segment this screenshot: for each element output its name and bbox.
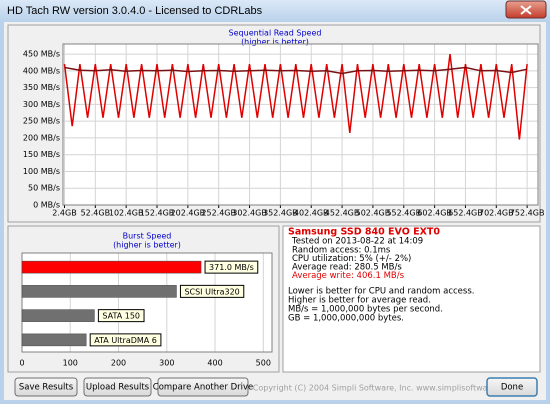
bar-label-box — [97, 309, 145, 323]
info-line: Random access: 0.1ms — [292, 246, 391, 256]
plot-border — [62, 43, 539, 206]
series-line — [63, 54, 528, 140]
bar-label-box — [89, 333, 162, 347]
y-tick-label: 350 MB/s — [23, 83, 60, 92]
x-tick-label: 352.4GB — [263, 209, 298, 218]
y-tick-label: 300 MB/s — [23, 100, 60, 109]
burst-subtitle: (higher is better) — [113, 241, 181, 250]
bar-label-box — [204, 260, 259, 274]
y-tick-label: 50 MB/s — [28, 184, 60, 193]
x-tick-label: 400 — [207, 359, 222, 368]
x-tick-label: 300 — [159, 359, 174, 368]
x-tick-label: 202.4GB — [171, 209, 206, 218]
x-tick-label: 302.4GB — [232, 209, 267, 218]
x-tick-label: 152.4GB — [140, 209, 175, 218]
x-tick-label: 0 — [19, 359, 24, 368]
plot-border — [21, 252, 273, 353]
y-tick-label: 150 MB/s — [23, 150, 60, 159]
y-tick-label: 450 MB/s — [23, 50, 60, 59]
charts: 0 MB/s 50 MB/s 100 MB/s 150 MB/s 200 MB/s 250… — [19, 43, 545, 368]
info-note: GB = 1,000,000,000 bytes. — [288, 314, 404, 324]
burst-title: Burst Speed — [123, 232, 172, 241]
drive-name: Samsung SSD 840 EVO EXT0 — [288, 227, 440, 238]
bar-label-box — [179, 284, 245, 298]
info-note: Higher is better for average read. — [288, 296, 431, 306]
info-line: CPU utilization: 5% (+/- 2%) — [292, 254, 411, 264]
done-button[interactable] — [486, 377, 538, 397]
read-title: Sequential Read Speed — [229, 29, 322, 38]
y-tick-label: 400 MB/s — [23, 66, 60, 75]
read-subtitle: (higher is better) — [241, 38, 309, 47]
x-tick-label: 502.4GB — [356, 209, 391, 218]
button-label: Compare Another Drive — [153, 383, 253, 393]
x-tick-label: 552.4GB — [386, 209, 421, 218]
bar — [21, 333, 87, 347]
title-bar — [0, 0, 550, 22]
bar — [21, 285, 177, 298]
y-tick-label: 250 MB/s — [23, 117, 60, 126]
button-label: Done — [501, 383, 523, 393]
x-tick-label: 100 — [63, 359, 78, 368]
bar — [21, 260, 202, 274]
y-tick-label: 0 MB/s — [33, 201, 60, 210]
y-tick-label: 200 MB/s — [23, 133, 60, 142]
bar-label: SCSI Ultra320 — [184, 287, 239, 296]
info-line: Tested on 2013-08-22 at 14:09 — [291, 237, 423, 247]
save-button[interactable] — [14, 377, 78, 397]
info-line: Average read: 280.5 MB/s — [292, 263, 402, 273]
x-tick-label: 52.4GB — [81, 209, 111, 218]
bar-label: ATA UltraDMA 6 — [94, 336, 157, 345]
window-title: HD Tach RW version 3.0.4.0 - Licensed to… — [7, 5, 263, 17]
x-tick-label: 102.4GB — [109, 209, 144, 218]
info-note: MB/s = 1,000,000 bytes per second. — [288, 305, 443, 315]
upload-button[interactable] — [83, 377, 152, 397]
x-tick-label: 602.4GB — [417, 209, 452, 218]
x-tick-label: 252.4GB — [201, 209, 236, 218]
button-label: Save Results — [19, 383, 74, 393]
x-tick-label: 2.4GB — [52, 209, 76, 218]
x-tick-label: 200 — [111, 359, 126, 368]
x-tick-label: 402.4GB — [294, 209, 329, 218]
x-tick-label: 652.4GB — [448, 209, 483, 218]
copyright: Copyright (C) 2004 Simpli Software, Inc.… — [253, 384, 516, 393]
x-tick-label: 702.4GB — [479, 209, 514, 218]
compare-button[interactable] — [157, 377, 249, 397]
x-tick-label: 452.4GB — [325, 209, 360, 218]
button-label: Upload Results — [86, 383, 150, 393]
info-panel — [282, 225, 541, 373]
y-tick-label: 100 MB/s — [23, 167, 60, 176]
series-line — [64, 66, 528, 75]
x-tick-label: 500 — [256, 359, 271, 368]
x-tick-label: 752.4GB — [510, 209, 545, 218]
info-line: Average write: 406.1 MB/s — [292, 271, 405, 281]
info-note: Lower is better for CPU and random acces… — [288, 287, 474, 297]
close-icon — [520, 5, 532, 15]
bar — [21, 309, 95, 322]
bar-label: SATA 150 — [102, 312, 140, 321]
bar-label: 371.0 MB/s — [209, 263, 254, 272]
